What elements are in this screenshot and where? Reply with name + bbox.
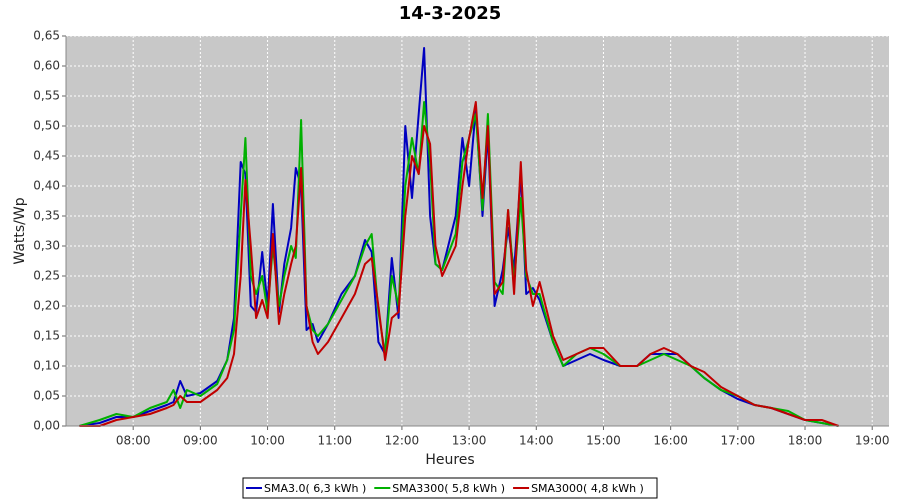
x-tick-label: 10:00 xyxy=(250,434,285,448)
x-tick-label: 15:00 xyxy=(586,434,621,448)
y-tick-label: 0,30 xyxy=(33,239,60,253)
y-tick-label: 0,00 xyxy=(33,419,60,433)
grid xyxy=(62,35,889,430)
y-tick-label: 0,55 xyxy=(33,89,60,103)
x-axis-label: Heures xyxy=(425,452,474,468)
series-line xyxy=(79,101,839,427)
y-tick-label: 0,10 xyxy=(33,359,60,373)
plot-area xyxy=(66,36,889,426)
y-tick-label: 0,65 xyxy=(33,29,60,43)
x-tick-label: 12:00 xyxy=(385,434,420,448)
x-tick-label: 14:00 xyxy=(519,434,554,448)
x-tick-label: 11:00 xyxy=(317,434,352,448)
legend-label: SMA3300( 5,8 kWh ) xyxy=(392,482,505,495)
x-tick-label: 19:00 xyxy=(855,434,890,448)
y-tick-label: 0,60 xyxy=(33,59,60,73)
chart-title: 14-3-2025 xyxy=(399,3,502,24)
legend-label: SMA3.0( 6,3 kWh ) xyxy=(264,482,366,495)
y-tick-label: 0,05 xyxy=(33,389,60,403)
lines xyxy=(79,47,839,427)
x-tick-label: 13:00 xyxy=(452,434,487,448)
x-tick-label: 09:00 xyxy=(183,434,218,448)
y-tick-label: 0,20 xyxy=(33,299,60,313)
y-tick-label: 0,25 xyxy=(33,269,60,283)
y-tick-label: 0,35 xyxy=(33,209,60,223)
y-tick-label: 0,45 xyxy=(33,149,60,163)
x-tick-label: 17:00 xyxy=(721,434,756,448)
y-tick-label: 0,15 xyxy=(33,329,60,343)
legend-label: SMA3000( 4,8 kWh ) xyxy=(531,482,644,495)
x-tick-label: 16:00 xyxy=(653,434,688,448)
y-tick-label: 0,40 xyxy=(33,179,60,193)
x-tick-label: 08:00 xyxy=(116,434,151,448)
y-tick-label: 0,50 xyxy=(33,119,60,133)
legend xyxy=(242,477,658,499)
y-axis-label: Watts/Wp xyxy=(12,197,28,264)
x-tick-label: 18:00 xyxy=(788,434,823,448)
